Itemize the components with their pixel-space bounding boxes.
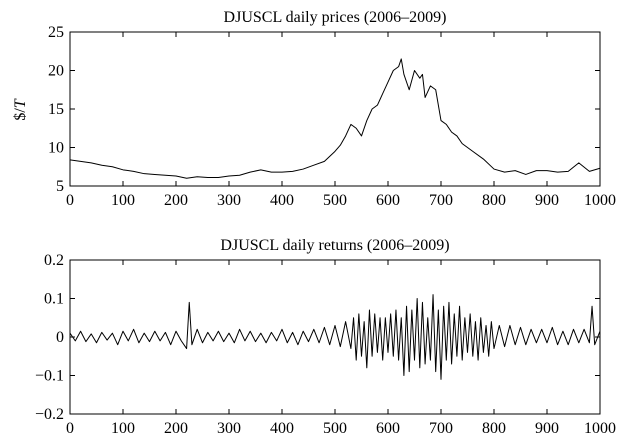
returns-chart-title: DJUSCL daily returns (2006–2009) — [220, 237, 449, 254]
returns-ytick-label: 0.2 — [44, 252, 64, 269]
prices-xtick-label: 700 — [429, 192, 453, 209]
returns-xtick-label: 100 — [111, 420, 135, 437]
returns-xtick-label: 700 — [429, 420, 453, 437]
returns-chart: DJUSCL daily returns (2006–2009) 0 100 200… — [35, 237, 616, 437]
prices-ytick-label: 5 — [56, 178, 64, 195]
returns-xtick-label: 500 — [323, 420, 347, 437]
prices-xtick-label: 100 — [111, 192, 135, 209]
prices-chart-ylabel: $/T — [12, 98, 29, 120]
prices-xtick-label: 800 — [482, 192, 506, 209]
returns-ytick-label: 0 — [56, 329, 64, 346]
prices-chart: DJUSCL daily prices (2006–2009) $/T 0 100… — [12, 9, 616, 209]
prices-plot-frame — [69, 31, 601, 187]
returns-xtick-label: 600 — [376, 420, 400, 437]
returns-xtick-label: 1000 — [584, 420, 616, 437]
prices-series-line — [69, 58, 601, 179]
returns-series-line — [69, 294, 601, 380]
returns-xtick-label: 300 — [217, 420, 241, 437]
prices-xtick-label: 1000 — [584, 192, 616, 209]
prices-xtick-label: 500 — [323, 192, 347, 209]
returns-ytick-label: −0.2 — [35, 406, 64, 423]
returns-xtick-label: 0 — [66, 420, 74, 437]
prices-xtick-label: 200 — [164, 192, 188, 209]
prices-ytick-label: 15 — [48, 101, 64, 118]
returns-ytick-label: −0.1 — [35, 368, 64, 385]
prices-ytick-label: 20 — [48, 63, 64, 80]
prices-ytick-label: 10 — [48, 140, 64, 157]
prices-xtick-label: 900 — [535, 192, 559, 209]
prices-xtick-label: 300 — [217, 192, 241, 209]
prices-xtick-label: 400 — [270, 192, 294, 209]
prices-xtick-label: 0 — [66, 192, 74, 209]
prices-chart-title: DJUSCL daily prices (2006–2009) — [224, 9, 447, 26]
returns-xtick-label: 400 — [270, 420, 294, 437]
prices-xtick-label: 600 — [376, 192, 400, 209]
returns-xtick-label: 800 — [482, 420, 506, 437]
prices-ytick-label: 25 — [48, 24, 64, 41]
returns-xtick-label: 900 — [535, 420, 559, 437]
returns-ytick-label: 0.1 — [44, 291, 64, 308]
returns-plot-frame — [69, 259, 601, 415]
returns-xtick-label: 200 — [164, 420, 188, 437]
